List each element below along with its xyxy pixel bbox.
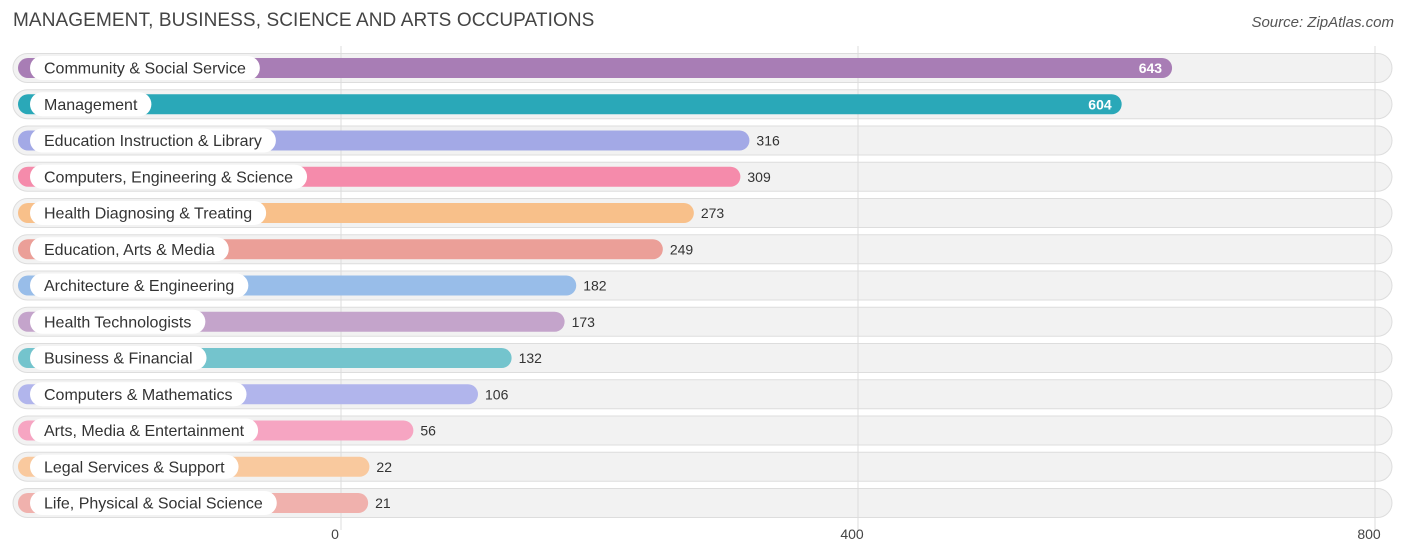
value-label: 309 — [747, 169, 771, 185]
category-label: Education Instruction & Library — [44, 133, 262, 150]
value-label: 643 — [1139, 60, 1163, 76]
category-label: Community & Social Service — [44, 61, 246, 78]
category-label: Architecture & Engineering — [44, 278, 234, 295]
category-label: Legal Services & Support — [44, 459, 225, 476]
value-label: 21 — [375, 495, 391, 511]
category-label: Computers & Mathematics — [44, 387, 233, 404]
category-label-pill — [30, 201, 267, 225]
value-label: 273 — [701, 205, 725, 221]
category-label-pill — [30, 128, 276, 153]
category-label: Life, Physical & Social Science — [44, 496, 263, 513]
x-tick-label: 0 — [331, 526, 339, 542]
value-label: 56 — [420, 423, 436, 439]
category-label: Health Diagnosing & Treating — [44, 206, 252, 223]
category-label-pill — [30, 454, 239, 479]
category-label: Business & Financial — [44, 351, 193, 368]
value-label: 182 — [583, 278, 607, 294]
chart-source: Source: ZipAtlas.com — [1251, 14, 1394, 31]
category-label-pill — [30, 382, 247, 407]
value-label: 106 — [485, 386, 509, 402]
category-label-pill — [30, 273, 249, 298]
value-label: 173 — [572, 314, 596, 330]
value-label: 316 — [756, 133, 780, 149]
category-label: Education, Arts & Media — [44, 242, 215, 259]
category-label-pill — [30, 92, 152, 117]
category-label: Health Technologists — [44, 314, 191, 331]
value-label: 249 — [670, 241, 694, 257]
x-tick-label: 400 — [840, 526, 864, 542]
category-label-pill — [30, 491, 277, 515]
category-label: Management — [44, 97, 138, 114]
bar — [18, 94, 1122, 115]
category-label-pill — [30, 418, 259, 443]
category-label-pill — [30, 309, 206, 334]
category-label: Computers, Engineering & Science — [44, 169, 293, 186]
category-label-pill — [30, 56, 260, 80]
category-label-pill — [30, 237, 229, 262]
category-label: Arts, Media & Entertainment — [44, 423, 245, 440]
value-label: 22 — [376, 459, 392, 475]
value-label: 604 — [1088, 96, 1112, 112]
value-label: 132 — [519, 350, 543, 366]
category-label-pill — [30, 164, 308, 189]
category-label-pill — [30, 346, 207, 370]
x-tick-label: 800 — [1357, 526, 1381, 542]
bar — [18, 58, 1173, 78]
chart-title: MANAGEMENT, BUSINESS, SCIENCE AND ARTS O… — [13, 10, 595, 31]
